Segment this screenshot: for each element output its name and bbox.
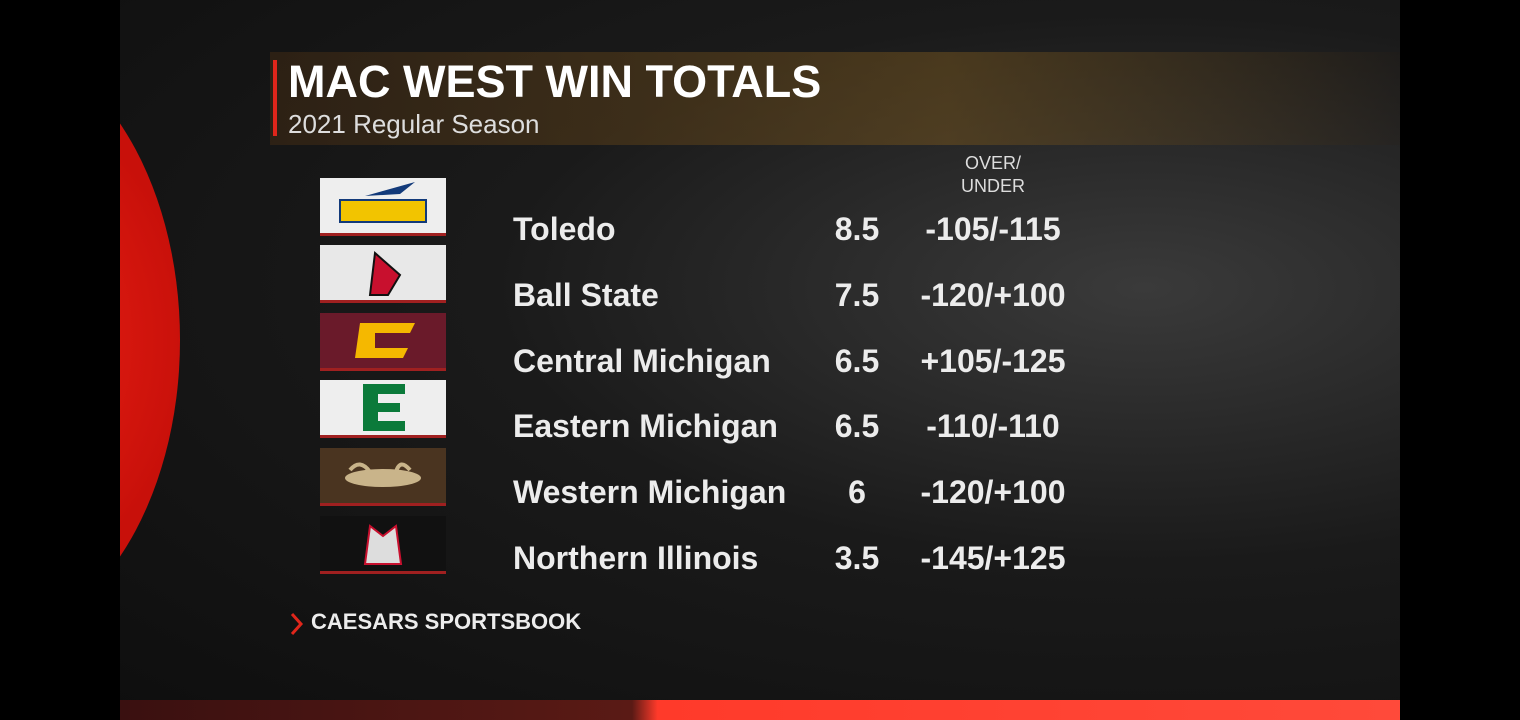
red-arc	[120, 40, 180, 640]
source: CAESARS SPORTSBOOK	[311, 609, 582, 634]
chevron	[290, 612, 304, 636]
win-total: 6	[848, 474, 866, 511]
odds: -110/-110	[926, 408, 1060, 445]
graphic: MAC WEST WIN TOTALS 2021 Regular Season …	[120, 0, 1400, 720]
win-total: 8.5	[834, 211, 880, 247]
column-header: OVER/	[964, 153, 1021, 173]
team-name: Central Michigan	[513, 342, 771, 379]
bottom-strip	[120, 700, 1400, 720]
logo-art	[363, 384, 405, 431]
accent-bar	[273, 60, 277, 136]
logo-art	[363, 524, 403, 565]
logo-art	[345, 462, 421, 487]
logo-art	[339, 182, 427, 223]
win-total: 6.5	[834, 408, 880, 445]
subtitle: 2021 Regular Season	[288, 109, 540, 139]
title: MAC WEST WIN TOTALS	[288, 56, 822, 107]
team-logo	[320, 245, 446, 300]
team-logo	[320, 516, 446, 571]
team-logo	[320, 178, 446, 233]
team-name: Eastern Michigan	[513, 408, 778, 445]
team-name: Western Michigan	[513, 474, 787, 511]
team-logo	[320, 448, 446, 503]
odds: -105/-115	[925, 211, 1061, 247]
odds: -120/+100	[920, 474, 1066, 511]
odds: -145/+125	[920, 540, 1066, 576]
win-total: 6.5	[834, 342, 880, 379]
team-logo	[320, 313, 446, 368]
logo-art	[355, 323, 415, 358]
team-name: Toledo	[513, 211, 616, 247]
header-band	[270, 52, 1400, 145]
column-header: UNDER	[960, 176, 1025, 196]
win-total: 3.5	[834, 540, 880, 576]
odds: -120/+100	[920, 276, 1066, 313]
logo-art	[368, 250, 402, 296]
team-logo	[320, 380, 446, 435]
odds: +105/-125	[920, 342, 1066, 379]
team-name: Ball State	[513, 276, 659, 313]
team-name: Northern Illinois	[513, 540, 759, 576]
win-total: 7.5	[834, 276, 880, 313]
